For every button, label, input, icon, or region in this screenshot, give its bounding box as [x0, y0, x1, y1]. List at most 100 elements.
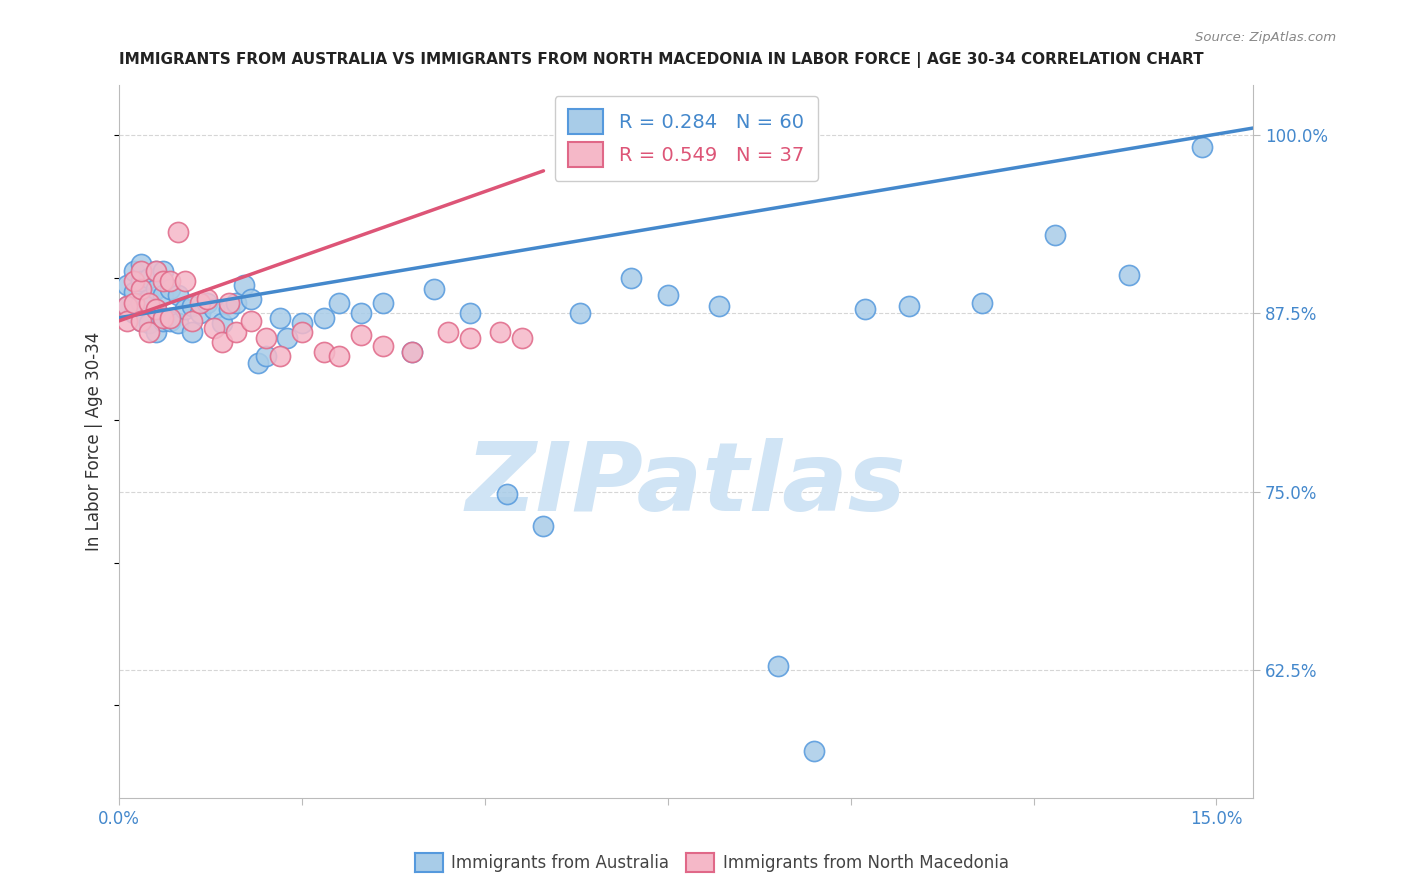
Point [202, 302, 225, 317]
Point [122, 285, 145, 299]
Point [349, 306, 371, 320]
Point [569, 306, 592, 320]
Point [152, 288, 174, 302]
Point [129, 263, 152, 277]
Point [159, 282, 181, 296]
Point [159, 274, 181, 288]
Point [129, 274, 152, 288]
Point [115, 299, 138, 313]
Point [423, 282, 446, 296]
Point [181, 325, 204, 339]
Point [401, 345, 423, 359]
Point [138, 317, 160, 331]
Point [218, 302, 240, 317]
Point [1045, 227, 1067, 242]
Point [145, 302, 167, 317]
Point [437, 325, 460, 339]
Point [122, 306, 145, 320]
Point [349, 327, 371, 342]
Point [159, 313, 181, 327]
Point [188, 296, 211, 310]
Point [269, 310, 291, 325]
Point [328, 349, 350, 363]
Point [1118, 268, 1140, 282]
Point [510, 331, 533, 345]
Point [225, 296, 247, 310]
Point [152, 263, 174, 277]
Point [620, 270, 643, 285]
Text: ZIPatlas: ZIPatlas [465, 438, 907, 531]
Point [122, 296, 145, 310]
Point [460, 331, 482, 345]
Point [371, 339, 394, 353]
Point [496, 487, 519, 501]
Point [291, 317, 314, 331]
Point [898, 299, 921, 313]
Point [115, 313, 138, 327]
Point [145, 263, 167, 277]
Text: Source: ZipAtlas.com: Source: ZipAtlas.com [1195, 31, 1336, 45]
Point [211, 317, 233, 331]
Point [766, 658, 789, 673]
Point [247, 356, 270, 370]
Point [218, 296, 240, 310]
Point [202, 320, 225, 334]
Point [145, 302, 167, 317]
Point [138, 270, 160, 285]
Point [254, 349, 277, 363]
Point [803, 744, 825, 758]
Point [707, 299, 730, 313]
Point [166, 317, 188, 331]
Point [138, 296, 160, 310]
Point [138, 292, 160, 306]
Point [159, 310, 181, 325]
Point [239, 313, 262, 327]
Point [232, 277, 254, 292]
Point [371, 296, 394, 310]
Point [276, 331, 298, 345]
Point [401, 345, 423, 359]
Point [152, 310, 174, 325]
Point [129, 296, 152, 310]
Point [1191, 139, 1213, 153]
Point [145, 263, 167, 277]
Legend: R = 0.284   N = 60, R = 0.549   N = 37: R = 0.284 N = 60, R = 0.549 N = 37 [554, 95, 818, 181]
Point [181, 313, 204, 327]
Point [122, 263, 145, 277]
Point [166, 288, 188, 302]
Point [174, 274, 197, 288]
Point [129, 256, 152, 270]
Point [254, 331, 277, 345]
Point [129, 313, 152, 327]
Y-axis label: In Labor Force | Age 30-34: In Labor Force | Age 30-34 [86, 332, 103, 551]
Point [853, 302, 876, 317]
Point [225, 325, 247, 339]
Point [145, 282, 167, 296]
Point [166, 225, 188, 239]
Point [533, 518, 555, 533]
Text: Immigrants from North Macedonia: Immigrants from North Macedonia [723, 854, 1008, 871]
Point [152, 274, 174, 288]
Point [145, 325, 167, 339]
Point [972, 296, 994, 310]
Point [122, 274, 145, 288]
Point [328, 296, 350, 310]
Point [188, 306, 211, 320]
Point [291, 325, 314, 339]
Point [115, 299, 138, 313]
Point [138, 325, 160, 339]
Text: IMMIGRANTS FROM AUSTRALIA VS IMMIGRANTS FROM NORTH MACEDONIA IN LABOR FORCE | AG: IMMIGRANTS FROM AUSTRALIA VS IMMIGRANTS … [120, 53, 1204, 69]
Point [239, 292, 262, 306]
Point [195, 296, 218, 310]
Point [195, 292, 218, 306]
Point [174, 302, 197, 317]
Point [152, 313, 174, 327]
Text: Immigrants from Australia: Immigrants from Australia [451, 854, 669, 871]
Point [312, 345, 335, 359]
Point [460, 306, 482, 320]
Point [312, 310, 335, 325]
Point [115, 277, 138, 292]
Point [488, 325, 510, 339]
Point [129, 313, 152, 327]
Point [211, 334, 233, 349]
